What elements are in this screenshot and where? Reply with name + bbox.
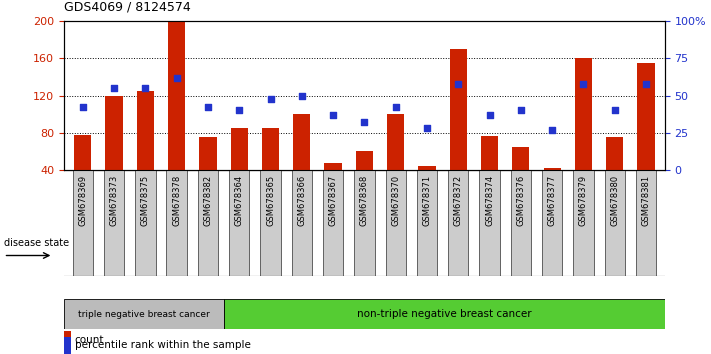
Bar <box>636 170 656 276</box>
Bar <box>198 170 218 276</box>
Bar <box>512 147 530 170</box>
Bar <box>387 114 405 170</box>
Text: GSM678365: GSM678365 <box>266 175 275 226</box>
Point <box>547 127 558 133</box>
Bar <box>449 49 467 170</box>
Bar <box>573 170 594 276</box>
Point <box>390 105 402 110</box>
Bar <box>606 137 624 170</box>
Bar <box>542 170 562 276</box>
Point <box>202 105 213 110</box>
Bar <box>229 170 250 276</box>
Bar <box>385 170 406 276</box>
Text: GSM678366: GSM678366 <box>297 175 306 227</box>
Point <box>171 75 182 81</box>
Point <box>327 112 338 118</box>
Text: GSM678368: GSM678368 <box>360 175 369 227</box>
Bar <box>479 170 500 276</box>
Bar <box>223 299 665 329</box>
Bar <box>323 170 343 276</box>
Bar <box>324 164 342 170</box>
Bar <box>293 114 311 170</box>
Text: count: count <box>74 335 103 345</box>
Text: GSM678371: GSM678371 <box>422 175 432 226</box>
Text: GSM678364: GSM678364 <box>235 175 244 226</box>
Bar <box>260 170 281 276</box>
Bar <box>105 96 123 170</box>
Bar <box>418 166 436 170</box>
Bar <box>168 21 186 170</box>
Text: triple negative breast cancer: triple negative breast cancer <box>78 310 210 319</box>
Text: GSM678370: GSM678370 <box>391 175 400 226</box>
Text: disease state: disease state <box>4 238 69 248</box>
Bar <box>73 170 93 276</box>
Bar <box>604 170 625 276</box>
Text: GSM678373: GSM678373 <box>109 175 119 227</box>
Bar <box>104 170 124 276</box>
Bar <box>292 170 312 276</box>
Text: GSM678377: GSM678377 <box>547 175 557 227</box>
Point <box>578 81 589 86</box>
Point <box>641 81 652 86</box>
Bar <box>417 170 437 276</box>
Text: percentile rank within the sample: percentile rank within the sample <box>75 340 251 350</box>
Text: GSM678375: GSM678375 <box>141 175 150 226</box>
Text: GSM678376: GSM678376 <box>516 175 525 227</box>
Bar <box>481 136 498 170</box>
Point <box>77 105 88 110</box>
Point <box>233 108 245 113</box>
Text: GSM678380: GSM678380 <box>610 175 619 226</box>
Point <box>484 112 496 118</box>
Bar <box>64 299 223 329</box>
Point <box>609 108 621 113</box>
Bar <box>543 168 561 170</box>
Bar <box>166 170 187 276</box>
Text: GSM678379: GSM678379 <box>579 175 588 226</box>
Point <box>453 81 464 86</box>
Point <box>515 108 527 113</box>
Text: GSM678374: GSM678374 <box>485 175 494 226</box>
Text: non-triple negative breast cancer: non-triple negative breast cancer <box>357 309 532 319</box>
Text: GSM678381: GSM678381 <box>641 175 651 226</box>
Bar <box>137 91 154 170</box>
Bar <box>199 137 217 170</box>
Bar <box>510 170 531 276</box>
Point <box>264 96 276 101</box>
Bar <box>74 135 92 170</box>
Bar <box>64 331 71 348</box>
Bar <box>262 128 279 170</box>
Point <box>139 85 151 91</box>
Bar <box>135 170 156 276</box>
Text: GSM678369: GSM678369 <box>78 175 87 226</box>
Text: GSM678382: GSM678382 <box>203 175 213 226</box>
Point <box>296 93 307 98</box>
Text: GSM678367: GSM678367 <box>328 175 338 227</box>
Point <box>422 125 433 131</box>
Bar <box>448 170 469 276</box>
Bar <box>230 128 248 170</box>
Point <box>359 120 370 125</box>
Bar <box>356 152 373 170</box>
Bar <box>64 337 71 354</box>
Bar <box>637 63 655 170</box>
Bar <box>574 58 592 170</box>
Point <box>108 85 119 91</box>
Text: GDS4069 / 8124574: GDS4069 / 8124574 <box>64 1 191 14</box>
Text: GSM678372: GSM678372 <box>454 175 463 226</box>
Text: GSM678378: GSM678378 <box>172 175 181 227</box>
Bar <box>354 170 375 276</box>
